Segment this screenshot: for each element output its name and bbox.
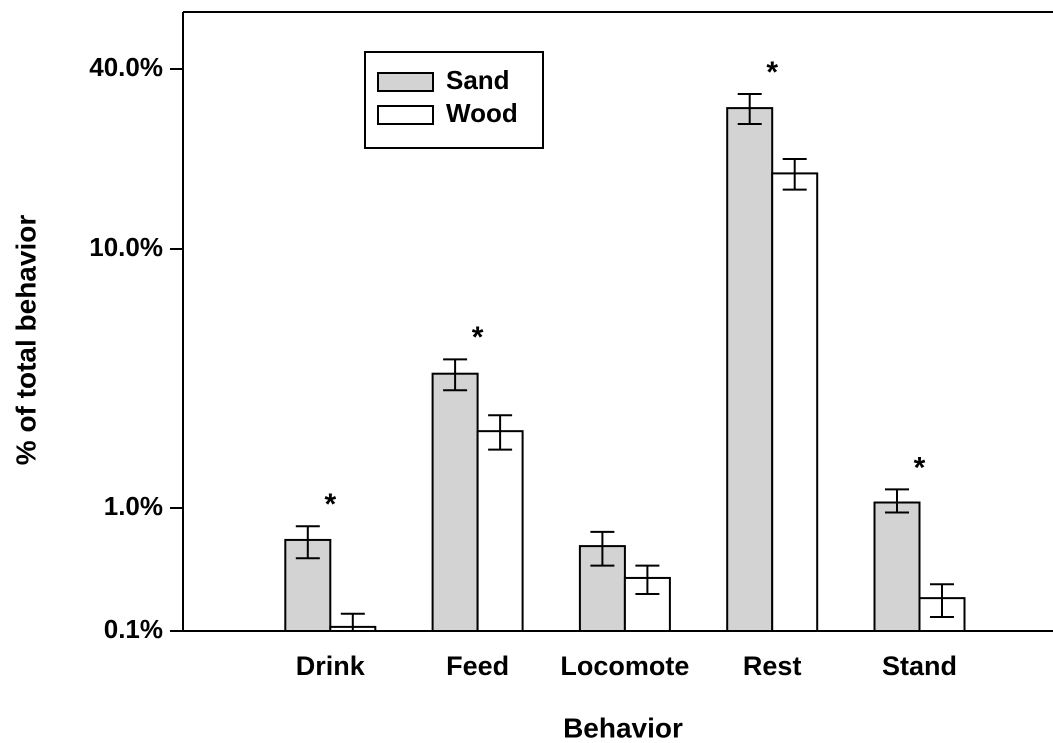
y-tick-label: 1.0% [104, 491, 163, 521]
legend-box [364, 51, 544, 149]
y-tick-label: 10.0% [89, 232, 163, 262]
legend-label: Wood [446, 98, 518, 128]
significance-mark: * [914, 451, 926, 484]
y-axis-title: % of total behavior [10, 215, 41, 466]
bar [771, 172, 819, 633]
significance-mark: * [766, 56, 778, 89]
significance-mark: * [324, 488, 336, 521]
legend-swatch [377, 105, 434, 125]
x-tick-label: Stand [882, 651, 957, 681]
x-tick-label: Drink [296, 651, 366, 681]
bar [476, 430, 524, 633]
legend-swatch [377, 72, 434, 92]
y-tick-label: 0.1% [104, 614, 163, 644]
x-tick-label: Rest [743, 651, 802, 681]
significance-mark: * [472, 321, 484, 354]
y-tick-label: 40.0% [89, 52, 163, 82]
legend-label: Sand [446, 65, 510, 95]
x-axis-title: Behavior [563, 712, 683, 743]
bar [873, 501, 921, 632]
bar [726, 107, 774, 632]
x-tick-label: Feed [446, 651, 509, 681]
bar [431, 372, 479, 632]
x-tick-label: Locomote [560, 651, 689, 681]
